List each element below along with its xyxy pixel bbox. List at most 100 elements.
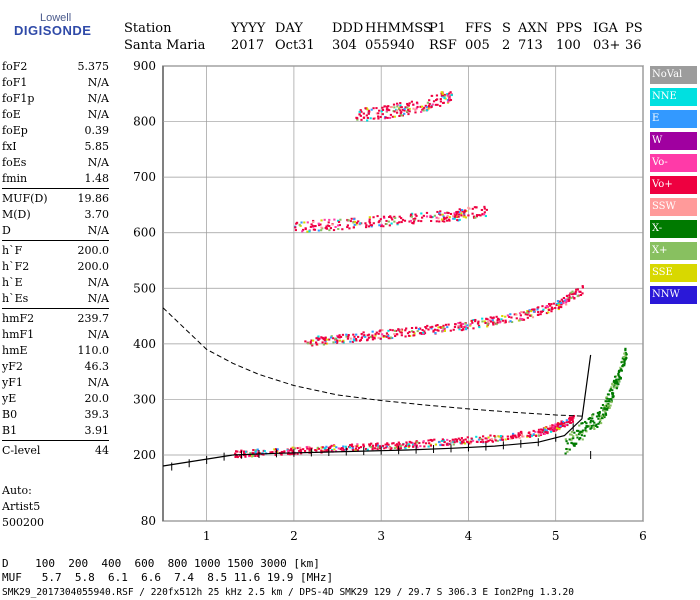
echo-point: [485, 317, 488, 320]
echo-point: [481, 320, 484, 323]
echo-point: [354, 445, 357, 448]
echo-point: [399, 109, 402, 112]
echo-point: [566, 448, 569, 451]
echo-point: [430, 94, 433, 97]
echo-point: [535, 434, 538, 437]
param-divider: [2, 440, 109, 441]
echo-point: [456, 219, 459, 222]
echo-point: [455, 213, 458, 216]
echo-point: [395, 333, 398, 336]
echo-point: [346, 337, 350, 340]
echo-point: [540, 310, 543, 313]
echo-point: [551, 424, 554, 427]
echo-point: [332, 337, 335, 340]
echo-point: [549, 304, 552, 307]
echo-point: [525, 312, 528, 315]
echo-point: [532, 429, 535, 432]
echo-point: [363, 334, 366, 337]
echo-point: [471, 212, 474, 215]
echo-point: [314, 225, 317, 228]
echo-point: [484, 321, 487, 324]
echo-point: [475, 206, 478, 209]
echo-point: [335, 446, 338, 449]
echo-point: [518, 319, 521, 322]
echo-point: [454, 438, 457, 441]
echo-point: [450, 440, 453, 443]
echo-point: [543, 428, 546, 431]
echo-point: [401, 108, 405, 111]
echo-point: [510, 316, 513, 319]
echo-point: [360, 118, 363, 121]
echo-point: [377, 117, 380, 120]
echo-point: [346, 226, 349, 229]
echo-point: [341, 340, 344, 343]
echo-point: [411, 330, 414, 333]
echo-point: [360, 332, 363, 335]
polarization-legend: NoVal NNE E W Vo- Vo+ SSW X- X+ SSE NNW: [650, 66, 697, 308]
echo-point: [576, 436, 579, 439]
echo-point: [320, 336, 323, 339]
header-value-0: Santa Maria: [124, 38, 206, 53]
echo-point: [456, 210, 459, 213]
echo-point: [399, 106, 402, 109]
echo-point: [555, 304, 558, 307]
echo-point: [275, 448, 278, 451]
echo-point: [462, 328, 465, 331]
echo-point: [444, 97, 447, 100]
echo-point: [561, 420, 565, 423]
echo-point: [432, 100, 436, 103]
echo-point: [276, 448, 279, 451]
echo-point: [526, 316, 529, 319]
echo-point: [485, 440, 488, 443]
echo-point: [596, 411, 600, 414]
echo-point: [327, 221, 330, 224]
echo-point: [592, 424, 595, 427]
header-label-8: AXN: [518, 21, 549, 36]
echo-point: [546, 427, 550, 430]
echo-point: [452, 328, 455, 331]
echo-point: [370, 442, 373, 445]
echo-point: [263, 450, 266, 453]
echo-point: [617, 383, 620, 386]
echo-point: [587, 425, 590, 428]
echo-point: [369, 335, 372, 338]
echo-point: [309, 342, 312, 345]
echo-point: [464, 216, 468, 219]
echo-point: [600, 406, 603, 409]
echo-point: [396, 222, 399, 225]
echo-point: [377, 446, 380, 449]
echo-point: [570, 438, 573, 441]
echo-point: [337, 220, 341, 223]
echo-point: [598, 421, 601, 424]
echo-point: [457, 324, 460, 327]
echo-point: [390, 106, 393, 109]
echo-point: [432, 330, 435, 333]
echo-point: [399, 329, 402, 332]
echo-point: [566, 298, 569, 301]
echo-point: [515, 317, 518, 320]
echo-point: [385, 219, 388, 222]
echo-point: [429, 214, 432, 217]
echo-point: [404, 106, 407, 109]
echo-point: [570, 437, 573, 440]
echo-point: [362, 112, 365, 115]
echo-point: [425, 327, 428, 330]
scatter-series-x-hop1: [564, 347, 628, 455]
echo-point: [423, 330, 426, 333]
echo-point: [590, 424, 593, 427]
echo-point: [317, 337, 321, 340]
echo-point: [379, 115, 382, 118]
echo-point: [403, 107, 406, 110]
echo-point: [234, 452, 237, 455]
echo-point: [472, 319, 475, 322]
echo-point: [462, 215, 465, 218]
header-value-2: Oct31: [275, 38, 315, 53]
echo-point: [504, 321, 507, 324]
echo-point: [441, 329, 445, 332]
echo-point: [606, 408, 609, 411]
echo-point: [444, 323, 448, 326]
echo-point: [312, 225, 315, 228]
echo-point: [282, 451, 286, 454]
echo-point: [391, 329, 394, 332]
echo-point: [440, 92, 443, 95]
